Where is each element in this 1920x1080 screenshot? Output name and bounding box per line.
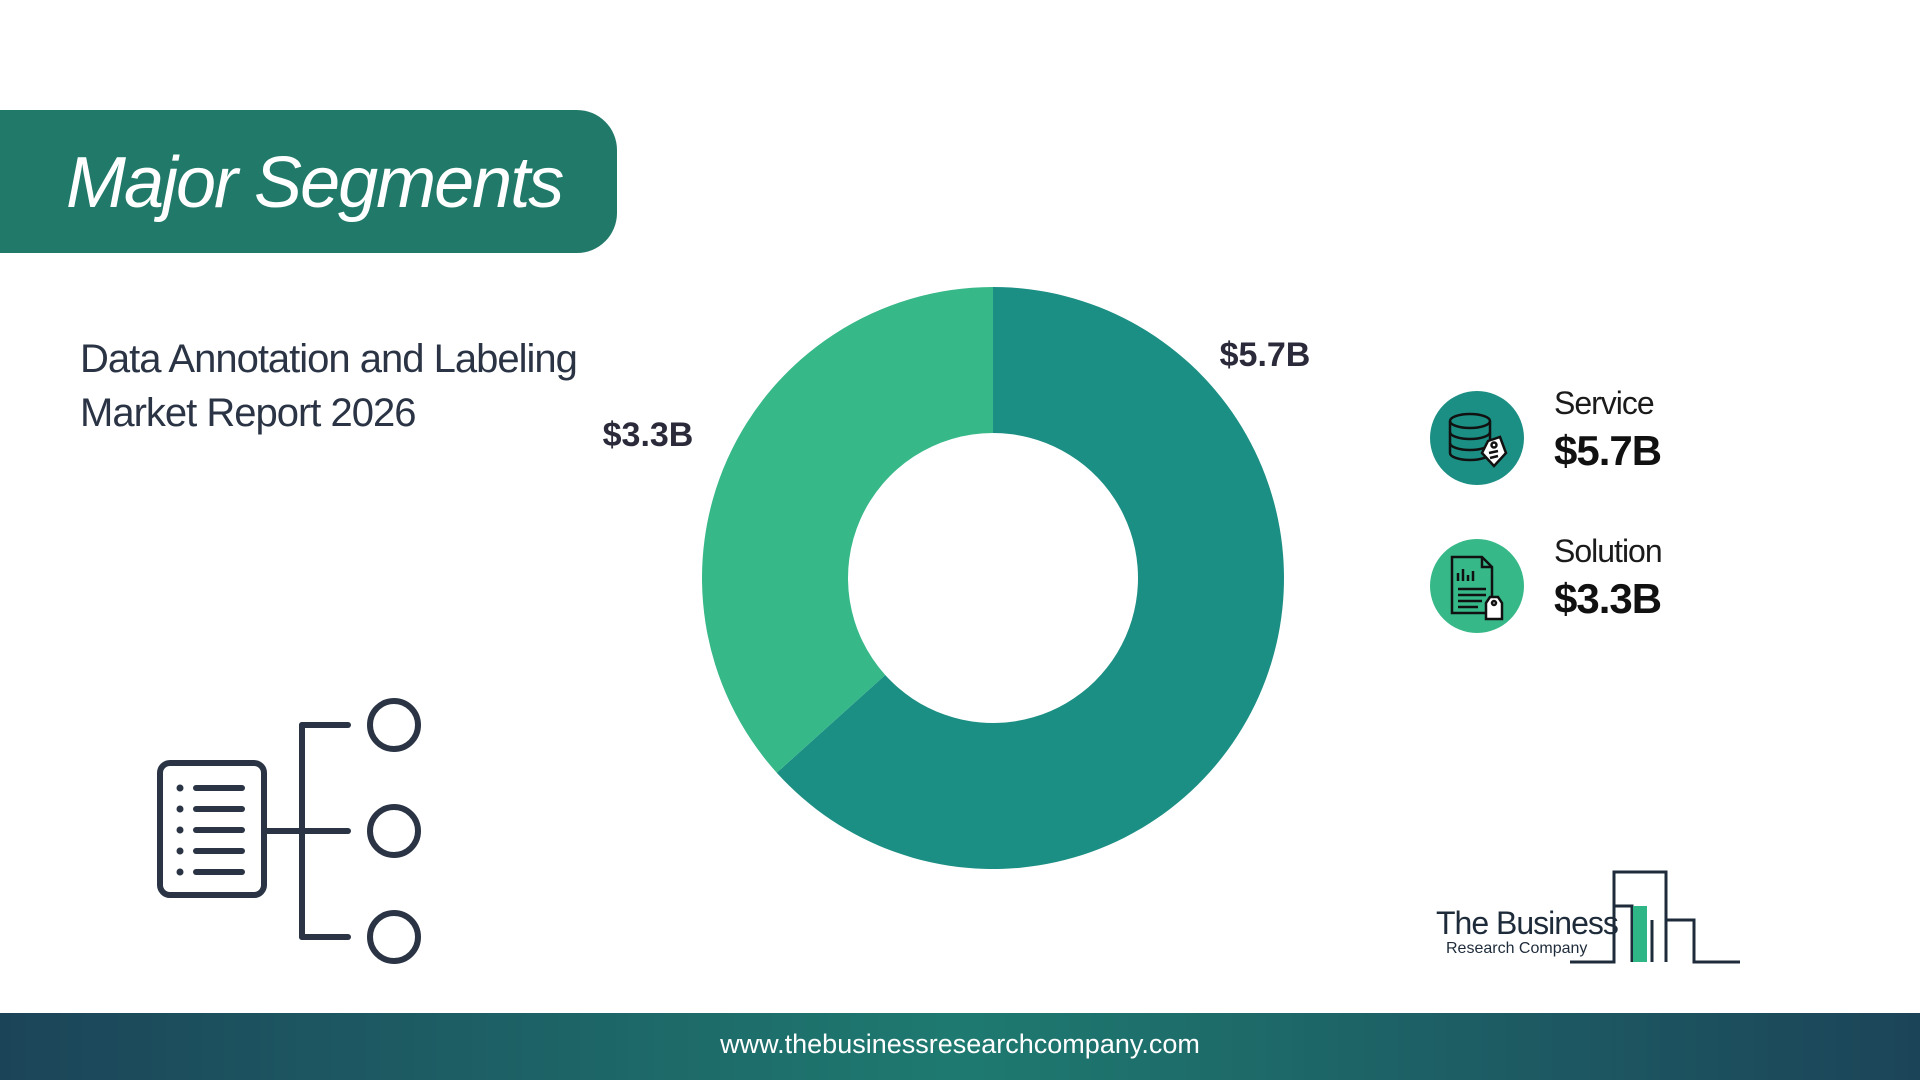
footer-url[interactable]: www.thebusinessresearchcompany.com — [720, 1029, 1200, 1059]
footer-bar: www.thebusinessresearchcompany.com — [0, 1013, 1920, 1080]
report-subtitle: Data Annotation and Labeling Market Repo… — [80, 332, 640, 440]
title-banner: Major Segments — [0, 110, 617, 253]
data-label-solution: $3.3B — [603, 416, 694, 454]
data-label-service: $5.7B — [1220, 336, 1311, 374]
subtitle-line-1: Data Annotation and Labeling — [80, 337, 578, 381]
legend-label-service: Service — [1554, 385, 1655, 421]
legend-item-solution: Solution $3.3B — [1430, 533, 1730, 639]
donut-slice-solution — [702, 287, 993, 773]
legend-value-solution: $3.3B — [1554, 575, 1662, 622]
logo-text-sub: Research Company — [1446, 940, 1588, 957]
donut-slice-service — [776, 287, 1285, 870]
legend-label-solution: Solution — [1554, 533, 1663, 569]
legend-item-service: Service $5.7B — [1430, 385, 1730, 491]
document-tag-icon — [1430, 539, 1524, 633]
logo-text-main: The Business — [1436, 905, 1619, 941]
company-logo: The Business Research Company — [1430, 870, 1750, 970]
page-title: Major Segments — [66, 143, 564, 223]
database-tag-icon — [1430, 391, 1524, 485]
subtitle-line-2: Market Report 2026 — [80, 391, 417, 435]
legend-value-service: $5.7B — [1554, 427, 1662, 474]
list-tree-icon — [150, 695, 430, 970]
